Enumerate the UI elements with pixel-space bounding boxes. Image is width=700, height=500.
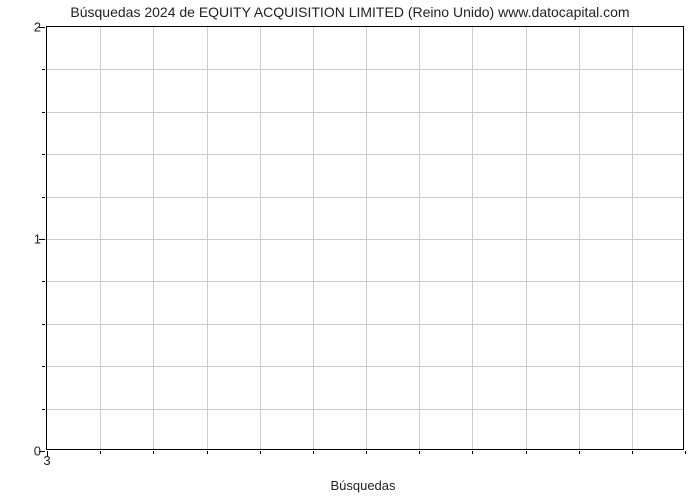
y-tick-minor bbox=[42, 154, 45, 155]
y-tick-minor bbox=[42, 366, 45, 367]
grid-line-vertical bbox=[313, 27, 314, 449]
grid-line-vertical bbox=[579, 27, 580, 449]
grid-line-horizontal bbox=[47, 409, 683, 410]
grid-line-vertical bbox=[632, 27, 633, 449]
grid-line-horizontal bbox=[47, 324, 683, 325]
x-tick-minor bbox=[685, 451, 686, 454]
grid-line-horizontal bbox=[47, 281, 683, 282]
y-tick-label: 0 bbox=[34, 444, 47, 459]
grid-line-vertical bbox=[207, 27, 208, 449]
y-tick-minor bbox=[42, 409, 45, 410]
grid-line-horizontal bbox=[47, 366, 683, 367]
grid-line-horizontal bbox=[47, 239, 683, 240]
grid-line-vertical bbox=[153, 27, 154, 449]
y-tick-minor bbox=[42, 281, 45, 282]
grid-line-vertical bbox=[100, 27, 101, 449]
legend: Búsquedas bbox=[0, 478, 700, 493]
y-tick-label: 1 bbox=[34, 232, 47, 247]
plot-area: 3012 bbox=[46, 26, 684, 450]
x-tick-minor bbox=[632, 451, 633, 454]
x-tick-minor bbox=[100, 451, 101, 454]
legend-swatch bbox=[304, 484, 324, 487]
chart-title: Búsquedas 2024 de EQUITY ACQUISITION LIM… bbox=[0, 4, 700, 20]
y-tick-minor bbox=[42, 197, 45, 198]
grid-line-vertical bbox=[526, 27, 527, 449]
legend-label: Búsquedas bbox=[330, 478, 395, 493]
y-tick-label: 2 bbox=[34, 20, 47, 35]
grid-line-vertical bbox=[472, 27, 473, 449]
x-tick-minor bbox=[472, 451, 473, 454]
x-tick-minor bbox=[260, 451, 261, 454]
grid-line-horizontal bbox=[47, 197, 683, 198]
x-tick-minor bbox=[366, 451, 367, 454]
y-tick-minor bbox=[42, 112, 45, 113]
x-tick-minor bbox=[207, 451, 208, 454]
x-tick-minor bbox=[313, 451, 314, 454]
grid-line-horizontal bbox=[47, 69, 683, 70]
x-tick-minor bbox=[153, 451, 154, 454]
grid-line-vertical bbox=[419, 27, 420, 449]
grid-line-vertical bbox=[366, 27, 367, 449]
grid-line-vertical bbox=[260, 27, 261, 449]
x-tick-minor bbox=[526, 451, 527, 454]
x-tick-minor bbox=[419, 451, 420, 454]
y-tick-minor bbox=[42, 324, 45, 325]
y-tick-minor bbox=[42, 69, 45, 70]
grid-line-horizontal bbox=[47, 154, 683, 155]
grid-line-horizontal bbox=[47, 112, 683, 113]
x-tick-minor bbox=[579, 451, 580, 454]
chart-container: Búsquedas 2024 de EQUITY ACQUISITION LIM… bbox=[0, 0, 700, 500]
